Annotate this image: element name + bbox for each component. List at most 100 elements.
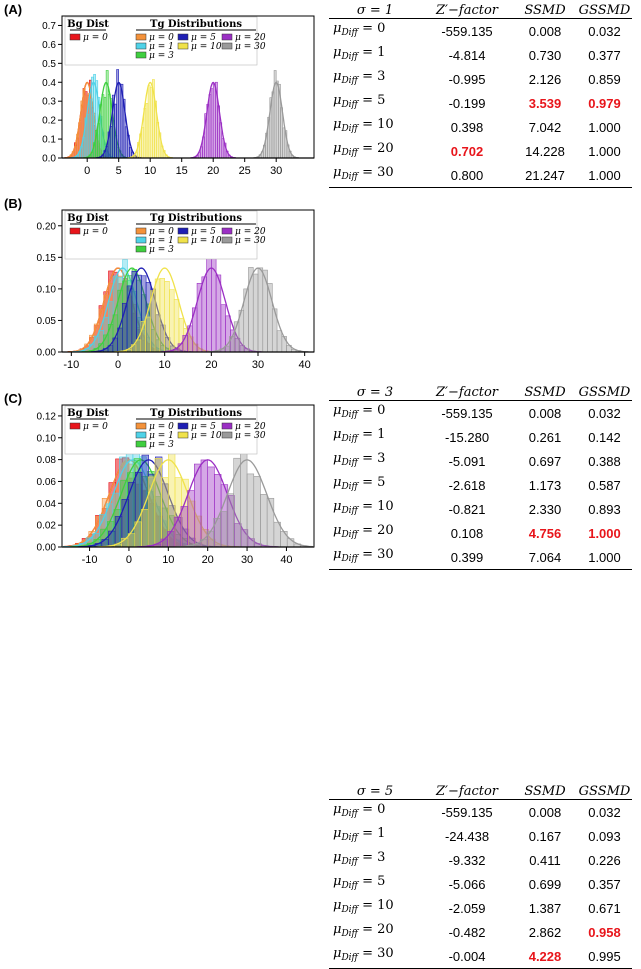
legend-label: μ = 30 xyxy=(235,431,266,441)
cell-gssmd: 0.093 xyxy=(588,828,621,844)
y-tick-label: 0.6 xyxy=(42,40,56,51)
table-row: μDiff = 3 -9.332 0.411 0.226 xyxy=(329,848,632,872)
cell-z: 0.702 xyxy=(450,143,484,159)
cell-gssmd: 0.958 xyxy=(588,924,621,940)
legend-label: μ = 30 xyxy=(235,236,266,246)
cell-gssmd: 0.671 xyxy=(588,900,621,916)
table-row: μDiff = 1 -15.280 0.261 0.142 xyxy=(329,425,632,449)
cell-ssmd: 2.330 xyxy=(528,501,562,517)
table-row: μDiff = 10 -2.059 1.387 0.671 xyxy=(329,896,632,920)
table-row: μDiff = 1 -4.814 0.730 0.377 xyxy=(329,43,632,67)
metrics-table: σ = 1 Z′−factor SSMD GSSMD μDiff = 0 -559.135… xyxy=(329,4,632,188)
legend-label: μ = 5 xyxy=(191,33,216,43)
table-row: μDiff = 0 -559.135 0.008 0.032 xyxy=(329,800,632,825)
x-tick-label: 15 xyxy=(176,165,188,177)
legend-label: μ = 0 xyxy=(149,33,174,43)
cell-gssmd: 0.893 xyxy=(588,501,621,517)
density-curve xyxy=(95,81,142,158)
row-label: μDiff = 5 xyxy=(333,475,386,492)
row-diff-value: 10 xyxy=(377,499,394,514)
density-curve xyxy=(62,459,204,547)
cell-ssmd: 0.261 xyxy=(528,429,562,445)
cell-z: -0.199 xyxy=(448,95,486,111)
hist-bar xyxy=(109,126,113,158)
cell-z: -5.091 xyxy=(448,453,486,469)
hist-bar xyxy=(208,94,212,158)
row-label: μDiff = 3 xyxy=(333,451,386,468)
x-tick-label: 20 xyxy=(202,554,214,566)
cell-gssmd: 0.995 xyxy=(577,944,632,969)
cell-z: -24.438 xyxy=(444,828,490,844)
cell-ssmd: 1.173 xyxy=(528,477,562,493)
hist-bar xyxy=(88,98,92,158)
column-header: Z′−factor xyxy=(421,386,513,401)
histogram-chart: 0 5 10 15 20 25 30 0.0 0.1 0.2 0.3 0.4 0.5 0.6 0.7 Bg D… xyxy=(42,15,315,177)
table-row: μDiff = 3 -0.995 2.126 0.859 xyxy=(329,67,632,91)
hist-bar xyxy=(219,511,228,547)
row-label: μDiff = 20 xyxy=(333,523,394,540)
x-tick-label: 10 xyxy=(144,165,156,177)
series-tg-mu-20 xyxy=(136,459,279,547)
hist-bar xyxy=(164,281,170,352)
hist-bar xyxy=(141,127,145,158)
y-tick-label: 0.20 xyxy=(37,221,57,232)
density-curve xyxy=(160,267,262,352)
y-tick-label: 0.02 xyxy=(37,521,57,532)
cell-ssmd: 0.008 xyxy=(528,405,562,421)
y-tick-label: 0.2 xyxy=(42,116,56,127)
cell-z: 0.800 xyxy=(421,163,513,188)
hist-bar xyxy=(206,530,214,547)
row-diff-value: 0 xyxy=(377,802,386,817)
legend-bg-title: Bg Dist xyxy=(67,19,109,30)
hist-bar xyxy=(213,517,221,547)
hist-bar xyxy=(215,274,222,352)
row-diff-value: 3 xyxy=(377,850,386,865)
density-curve xyxy=(62,459,200,547)
hist-bar xyxy=(149,87,153,158)
cell-gssmd: 1.000 xyxy=(577,163,632,188)
row-label: μDiff = 10 xyxy=(333,499,394,516)
density-curve xyxy=(70,81,117,158)
legend-swatch xyxy=(177,422,189,430)
series-tg-mu-1 xyxy=(62,450,204,547)
legend-swatch xyxy=(135,422,147,430)
row-diff-value: 30 xyxy=(377,165,394,180)
cell-z: -0.995 xyxy=(448,71,486,87)
density-curve xyxy=(77,459,220,547)
cell-ssmd: 0.008 xyxy=(528,804,562,820)
x-tick-label: 30 xyxy=(241,554,253,566)
hist-bar xyxy=(154,278,161,352)
hist-bar xyxy=(252,273,259,352)
cell-ssmd: 0.699 xyxy=(528,876,562,892)
density-curve xyxy=(114,267,216,352)
table-row: μDiff = 10 0.398 7.042 1.000 xyxy=(329,115,632,139)
x-tick-label: 30 xyxy=(270,165,282,177)
cell-gssmd: 1.000 xyxy=(577,545,632,570)
row-label: μDiff = 0 xyxy=(333,403,386,420)
panel-label: (B) xyxy=(4,196,23,211)
x-tick-label: 20 xyxy=(207,165,219,177)
legend-swatch xyxy=(135,236,147,244)
legend-swatch xyxy=(221,431,233,439)
cell-ssmd: 7.042 xyxy=(528,119,562,135)
row-diff-value: 1 xyxy=(377,826,386,841)
cell-z: -559.135 xyxy=(441,23,493,39)
row-diff-value: 30 xyxy=(377,946,394,961)
series-tg-mu-20 xyxy=(190,81,237,158)
legend-swatch xyxy=(221,227,233,235)
row-diff-value: 3 xyxy=(377,451,386,466)
legend-swatch xyxy=(69,422,81,430)
row-label: μDiff = 30 xyxy=(329,944,421,969)
column-header: SSMD xyxy=(513,4,577,19)
legend-label: μ = 20 xyxy=(235,33,266,43)
series-layer xyxy=(67,254,309,352)
hist-bar xyxy=(143,108,147,158)
density-curve xyxy=(81,267,183,352)
cell-ssmd: 0.697 xyxy=(528,453,562,469)
x-tick-label: 0 xyxy=(115,359,121,371)
legend-label: μ = 1 xyxy=(149,236,174,246)
hist-bar xyxy=(124,126,128,158)
legend-label: μ = 1 xyxy=(149,431,174,441)
cell-ssmd: 0.008 xyxy=(528,23,562,39)
